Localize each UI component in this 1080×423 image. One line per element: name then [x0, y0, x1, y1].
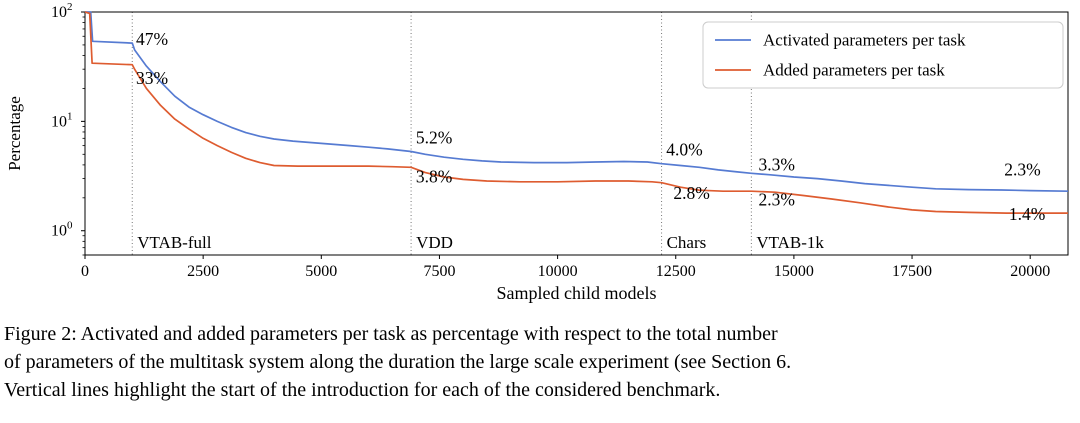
caption-line: Figure 2: Activated and added parameters…: [4, 323, 778, 345]
x-tick-label: 12500: [656, 263, 696, 280]
plot-border: [84, 11, 1069, 256]
x-tick-label: 5000: [305, 263, 337, 280]
legend-label: Added parameters per task: [763, 61, 945, 80]
annotation-label: 5.2%: [416, 127, 452, 147]
x-tick-label: 2500: [187, 263, 219, 280]
x-tick-label: 15000: [774, 263, 814, 280]
benchmark-label: VTAB-full: [137, 233, 211, 252]
y-axis-label: Percentage: [5, 96, 24, 171]
benchmark-label: VDD: [416, 233, 453, 252]
annotation-label: 1.4%: [1009, 204, 1045, 224]
y-tick-label: 102: [51, 1, 73, 21]
x-tick-label: 0: [81, 263, 89, 280]
series-line-0: [85, 11, 1069, 193]
caption-line: Vertical lines highlight the start of th…: [4, 379, 721, 401]
x-tick-label: 20000: [1010, 263, 1050, 280]
figure-caption: Figure 2: Activated and added parameters…: [0, 310, 1080, 404]
x-tick-label: 17500: [892, 263, 932, 280]
annotation-label: 2.3%: [1004, 159, 1040, 179]
benchmark-label: VTAB-1k: [756, 233, 824, 252]
y-tick-label: 100: [51, 220, 73, 240]
annotation-label: 3.3%: [758, 155, 794, 175]
legend-label: Activated parameters per task: [763, 31, 966, 50]
annotation-label: 33%: [136, 68, 168, 88]
y-tick-label: 101: [51, 110, 73, 130]
x-tick-label: 10000: [538, 263, 578, 280]
parameters-percentage-chart: 0 2500 5000 7500 10000 12500 15000 17500 20000 10…: [5, 1, 1069, 303]
legend-box: [702, 21, 1064, 89]
benchmark-label: Chars: [667, 233, 707, 252]
x-tick-label: 7500: [423, 263, 455, 280]
series-line-1: [84, 11, 1068, 214]
caption-line: of parameters of the multitask system al…: [4, 351, 792, 373]
annotation-label: 47%: [136, 29, 168, 49]
annotation-label: 2.3%: [758, 190, 794, 210]
annotation-label: 3.8%: [416, 167, 452, 187]
annotation-label: 4.0%: [666, 139, 702, 159]
x-axis-label: Sampled child models: [497, 283, 657, 303]
annotation-label: 2.8%: [673, 183, 709, 203]
